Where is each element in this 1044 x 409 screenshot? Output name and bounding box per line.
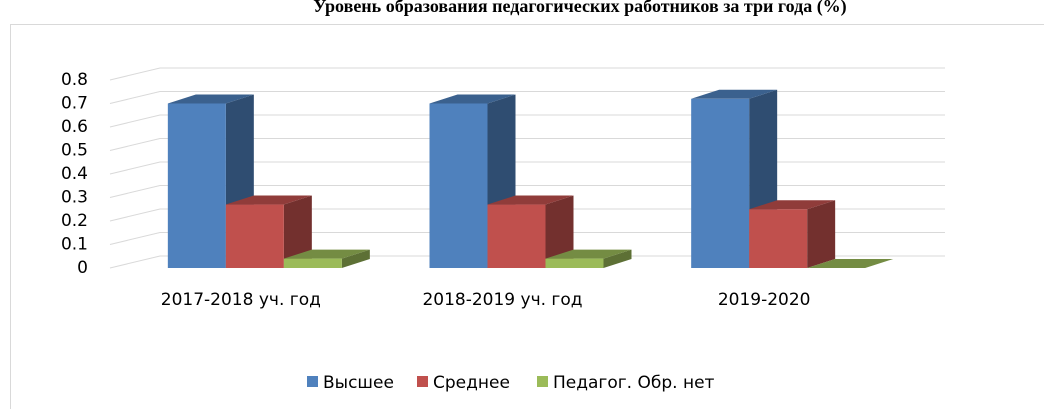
chart-title: Уровень образования педагогических работ… [313, 0, 846, 17]
y-tick-label: 0.5 [61, 141, 88, 161]
grid-line [109, 138, 945, 151]
legend-label: Среднее [433, 373, 510, 393]
bar [167, 103, 226, 268]
bar-top [225, 195, 312, 205]
bar-side [603, 249, 632, 268]
grid-line [109, 255, 945, 269]
grid-line [109, 185, 945, 198]
bar-top [749, 200, 836, 210]
bar-top [167, 94, 254, 104]
bar [487, 204, 546, 268]
bar [225, 204, 284, 268]
bar [545, 258, 604, 268]
bar [691, 98, 750, 268]
grid-line [109, 67, 945, 81]
bar-top [545, 249, 632, 259]
y-tick-label: 0 [77, 258, 88, 278]
legend-swatch [417, 376, 428, 387]
bar-top [691, 89, 778, 99]
grid-line [109, 161, 945, 175]
y-tick-label: 0.4 [61, 164, 88, 184]
bar [749, 209, 808, 268]
y-tick-label: 0.8 [61, 70, 88, 90]
bar-top [429, 94, 516, 104]
bar-side [341, 249, 370, 268]
bar-side [807, 200, 836, 268]
y-tick-label: 0.3 [61, 188, 88, 208]
x-tick-label: 2017-2018 уч. год [161, 290, 321, 310]
legend-label: Педагог. Обр. нет [553, 373, 715, 393]
x-tick-label: 2019-2020 [718, 290, 811, 310]
x-tick-label: 2018-2019 уч. год [422, 290, 582, 310]
bar-top [283, 249, 370, 259]
grid-line [109, 208, 945, 222]
bar [429, 103, 488, 268]
y-tick-label: 0.1 [61, 235, 88, 255]
grid-line [109, 91, 945, 104]
y-tick-label: 0.2 [61, 211, 88, 231]
legend-swatch [307, 376, 318, 387]
bar-side [283, 195, 312, 268]
bar-top [487, 195, 574, 205]
bar-side [545, 195, 574, 268]
grid-line [109, 114, 945, 128]
grid-line [109, 232, 945, 245]
chart-border [10, 24, 1044, 409]
y-tick-label: 0.6 [61, 117, 88, 137]
legend-label: Высшее [323, 373, 394, 393]
legend-swatch [537, 376, 548, 387]
y-tick-label: 0.7 [61, 94, 88, 114]
bar [283, 258, 342, 268]
bar-top [807, 259, 894, 268]
